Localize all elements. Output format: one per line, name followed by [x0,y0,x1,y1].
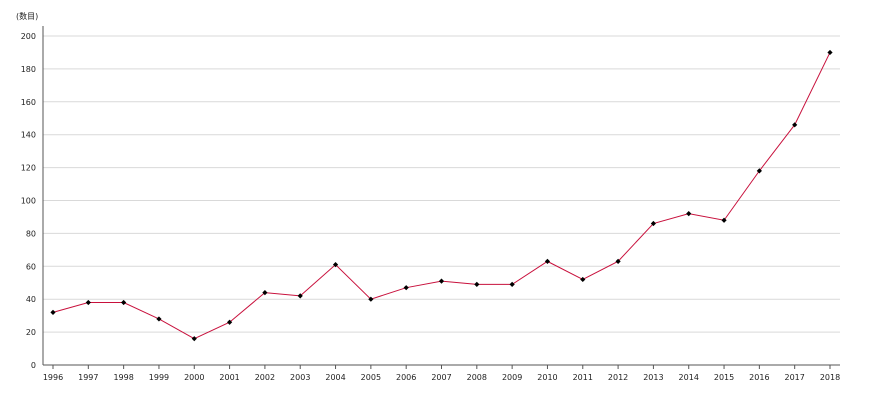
series-line-0 [52,52,831,340]
x-tick-label-2008: 2008 [467,373,487,382]
y-tick-label-80: 80 [26,229,36,238]
data-point-2001 [226,319,233,325]
y-tick-label-140: 140 [21,131,36,140]
x-tick-label-2006: 2006 [396,373,416,382]
y-tick-label-100: 100 [21,197,36,206]
data-point-2018 [827,49,833,56]
data-point-1996 [50,309,56,315]
data-point-2011 [580,276,586,283]
y-tick-labels: 0 20 40 60 80 100 120 140 160 180 200 [21,32,36,370]
data-point-2008 [474,281,480,287]
data-point-1997 [85,299,91,306]
data-point-2010 [544,258,551,264]
y-axis-unit-label: (数目) [16,11,38,21]
data-point-2007 [438,278,445,284]
x-tick-label-2001: 2001 [219,373,239,382]
x-tick-label-2018: 2018 [820,373,840,382]
data-point-1998 [121,299,127,306]
grid-lines [43,35,840,333]
data-point-2002 [262,290,268,296]
data-point-1999 [156,316,162,322]
x-tick-label-2005: 2005 [361,373,381,382]
x-tick-label-2015: 2015 [714,373,734,382]
x-tick-label-1997: 1997 [78,373,98,382]
series-layer [50,49,833,342]
x-tick-label-2011: 2011 [573,373,593,382]
data-point-2016 [756,168,762,174]
data-point-2000 [191,336,197,342]
x-tick-label-2012: 2012 [608,373,628,382]
x-tick-labels: 1996 1997 1998 1999 2000 2001 2002 2003 2004 2005… [43,373,840,382]
data-point-2004 [332,262,339,268]
y-tick-label-0: 0 [31,361,36,370]
x-tick-label-2003: 2003 [290,373,310,382]
y-tick-label-60: 60 [26,262,36,271]
x-tick-label-2009: 2009 [502,373,522,382]
x-tick-label-1998: 1998 [113,373,133,382]
x-tick-label-2010: 2010 [537,373,557,382]
x-tick-label-2017: 2017 [785,373,805,382]
axes [42,26,840,369]
x-tick-label-2016: 2016 [749,373,769,382]
x-tick-label-2002: 2002 [255,373,275,382]
data-point-2009 [509,281,515,287]
x-tick-label-2007: 2007 [431,373,451,382]
y-tick-label-160: 160 [21,98,36,107]
y-tick-label-200: 200 [21,32,36,41]
x-tick-label-2013: 2013 [643,373,663,382]
data-point-2017 [792,122,798,128]
x-tick-label-2000: 2000 [184,373,204,382]
data-point-2003 [297,293,303,299]
y-tick-label-40: 40 [26,295,36,304]
data-point-2012 [615,258,621,264]
y-tick-label-120: 120 [21,164,36,173]
x-tick-label-2014: 2014 [679,373,699,382]
data-point-2013 [650,220,657,227]
data-point-2005 [368,296,374,302]
y-tick-label-180: 180 [21,65,36,74]
data-point-2006 [403,285,409,291]
x-tick-label-1999: 1999 [149,373,169,382]
data-point-2014 [686,211,692,217]
y-tick-label-20: 20 [26,328,36,337]
x-tick-label-1996: 1996 [43,373,63,382]
data-point-2015 [721,217,727,223]
x-tick-label-2004: 2004 [325,373,345,382]
